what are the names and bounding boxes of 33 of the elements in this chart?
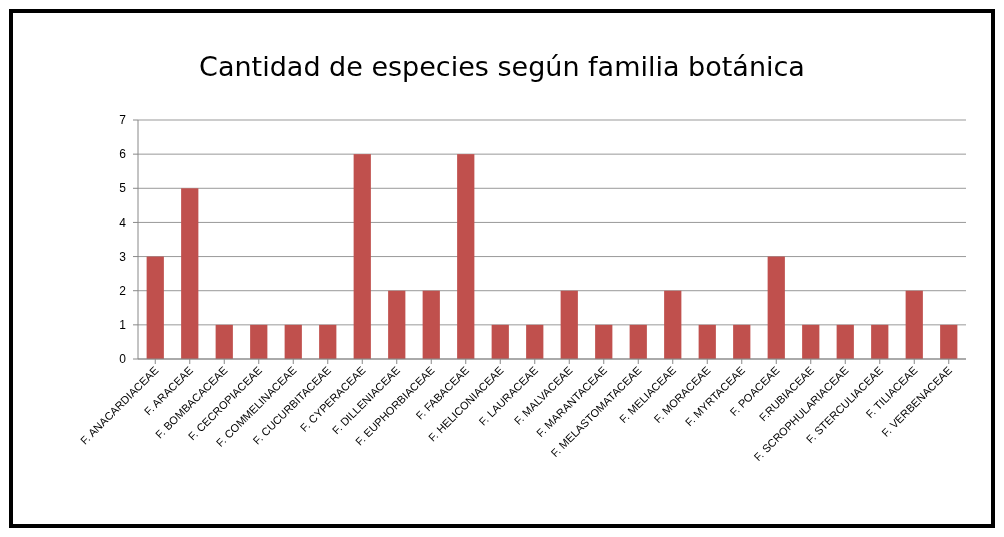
- bar: [560, 290, 578, 359]
- bar: [836, 324, 854, 359]
- bar: [388, 290, 406, 359]
- bar: [181, 188, 199, 359]
- y-tick-label: 5: [119, 181, 127, 196]
- bar: [733, 324, 751, 359]
- y-tick-label: 0: [119, 352, 127, 367]
- bar: [698, 324, 716, 359]
- bar: [664, 290, 682, 359]
- bar: [146, 256, 164, 359]
- bar: [319, 324, 337, 359]
- bar: [802, 324, 820, 359]
- y-tick-label: 4: [119, 215, 127, 230]
- bar: [250, 324, 268, 359]
- y-tick-label: 7: [119, 113, 127, 128]
- bar: [905, 290, 923, 359]
- bar: [353, 154, 371, 359]
- bar: [215, 324, 233, 359]
- bar: [629, 324, 647, 359]
- bar: [595, 324, 613, 359]
- bar: [457, 154, 475, 359]
- y-tick-label: 3: [119, 249, 127, 264]
- bar: [422, 290, 440, 359]
- bar: [940, 324, 958, 359]
- bar: [871, 324, 889, 359]
- bar: [767, 256, 785, 359]
- bar: [526, 324, 544, 359]
- y-tick-label: 1: [119, 318, 127, 333]
- bar: [491, 324, 509, 359]
- y-tick-label: 6: [119, 147, 127, 162]
- y-tick-label: 2: [119, 283, 127, 298]
- bar: [284, 324, 302, 359]
- chart-title: Cantidad de especies según familia botánica: [199, 51, 805, 82]
